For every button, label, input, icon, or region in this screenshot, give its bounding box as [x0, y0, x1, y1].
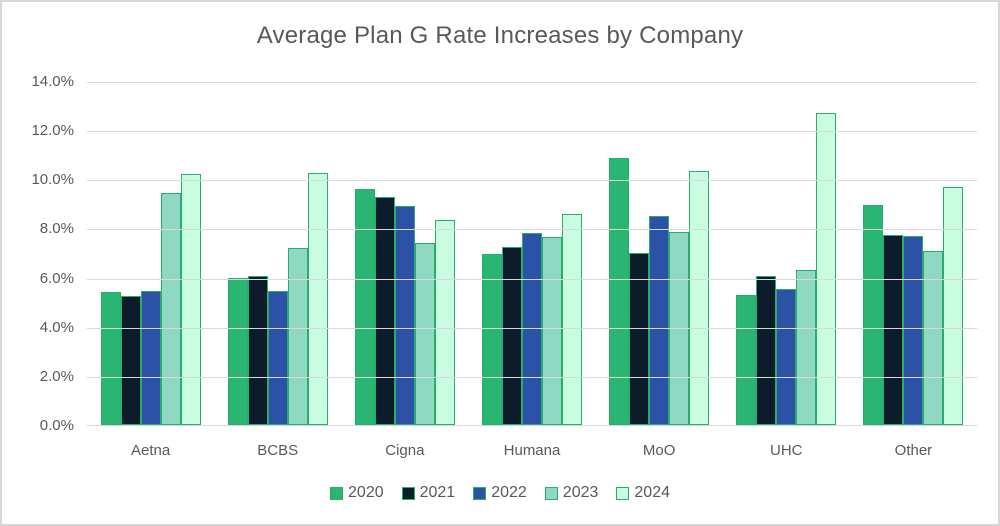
bar-aetna-2020	[100, 292, 121, 425]
x-axis-label-uhc: UHC	[770, 442, 803, 459]
legend-label-2022: 2022	[491, 484, 527, 501]
bar-cigna-2022	[394, 206, 415, 425]
legend-swatch-2024	[616, 486, 630, 500]
x-axis: Aetna BCBS Cigna Humana MoO UHC Other	[87, 442, 977, 459]
bar-moo-2021	[629, 253, 650, 425]
bar-group-uhc	[723, 82, 850, 425]
bar-humana-2022	[521, 233, 542, 425]
bar-group-moo	[596, 82, 723, 425]
gridline	[87, 82, 977, 83]
bar-other-2022	[903, 235, 924, 425]
x-axis-label-humana: Humana	[503, 442, 561, 459]
x-axis-label-cigna: Cigna	[385, 442, 425, 459]
bar-humana-2021	[501, 246, 522, 425]
legend-label-2023: 2023	[562, 484, 599, 501]
bar-uhc-2024	[816, 112, 837, 425]
bar-other-2020	[863, 205, 884, 425]
bar-cigna-2021	[374, 196, 395, 425]
bar-aetna-2021	[120, 296, 141, 425]
plot-area	[87, 82, 977, 426]
bar-bcbs-2021	[247, 276, 268, 425]
bar-moo-2020	[609, 158, 630, 425]
y-axis-tick-label: 4.0%	[39, 318, 74, 336]
bar-cigna-2020	[354, 189, 375, 425]
y-axis-tick-label: 0.0%	[39, 417, 74, 434]
bar-moo-2024	[689, 170, 710, 425]
legend-label-2020: 2020	[348, 484, 384, 501]
x-axis-label-moo: MoO	[642, 442, 676, 459]
bar-uhc-2020	[736, 294, 757, 425]
gridline	[87, 180, 977, 182]
legend-item-2023: 2023	[544, 484, 599, 502]
legend-swatch-2020	[330, 486, 344, 500]
gridline	[87, 327, 977, 329]
bar-cigna-2024	[434, 219, 455, 425]
bar-moo-2022	[649, 216, 670, 425]
bar-uhc-2022	[776, 288, 797, 425]
y-axis-tick-label: 2.0%	[39, 367, 74, 385]
bar-group-humana	[468, 82, 595, 425]
bar-bcbs-2020	[227, 277, 248, 425]
gridline	[87, 376, 977, 378]
legend-item-2020: 2020	[330, 484, 384, 502]
bar-humana-2024	[561, 213, 582, 425]
legend-swatch-2021	[401, 486, 415, 500]
x-axis-label-other: Other	[894, 442, 933, 459]
bar-group-other	[850, 82, 977, 425]
bar-cigna-2023	[414, 243, 435, 425]
gridline	[87, 278, 977, 280]
legend-item-2021: 2021	[401, 484, 456, 502]
y-axis-tick-label: 10.0%	[31, 171, 74, 189]
bar-uhc-2021	[756, 276, 777, 425]
legend-item-2024: 2024	[616, 484, 670, 502]
y-axis-tick-label: 8.0%	[39, 220, 74, 238]
y-axis-tick-label: 12.0%	[31, 122, 74, 140]
bar-aetna-2023	[160, 192, 181, 425]
bar-other-2023	[923, 250, 944, 425]
bar-other-2024	[943, 186, 964, 425]
bar-group-cigna	[341, 82, 468, 425]
legend-swatch-2022	[473, 486, 487, 500]
bar-group-aetna	[87, 82, 214, 425]
gridline	[87, 131, 977, 133]
bar-aetna-2022	[140, 291, 161, 425]
gridline	[87, 229, 977, 231]
legend-swatch-2023	[544, 486, 558, 500]
legend-item-2022: 2022	[473, 484, 527, 502]
bar-uhc-2023	[796, 270, 817, 425]
legend-label-2021: 2021	[419, 484, 456, 501]
bar-other-2021	[883, 234, 904, 425]
legend: 2020 2021 2022 2023 2024	[2, 484, 998, 502]
legend-label-2024: 2024	[634, 484, 670, 501]
y-axis-tick-label: 14.0%	[31, 73, 74, 90]
bar-aetna-2024	[180, 174, 201, 425]
chart-title: Average Plan G Rate Increases by Company	[256, 22, 744, 49]
x-axis-label-aetna: Aetna	[130, 442, 171, 459]
bar-bcbs-2023	[287, 248, 308, 425]
bar-groups	[87, 82, 977, 425]
bar-bcbs-2022	[267, 291, 288, 425]
bar-humana-2020	[481, 254, 502, 425]
y-axis-tick-label: 6.0%	[39, 269, 74, 287]
bar-group-bcbs	[214, 82, 341, 425]
bar-humana-2023	[541, 237, 562, 425]
y-axis: 0.0% 2.0% 4.0% 6.0% 8.0% 10.0% 12.0% 14.0%	[2, 73, 74, 434]
x-axis-label-bcbs: BCBS	[257, 442, 299, 459]
bar-bcbs-2024	[307, 173, 328, 425]
